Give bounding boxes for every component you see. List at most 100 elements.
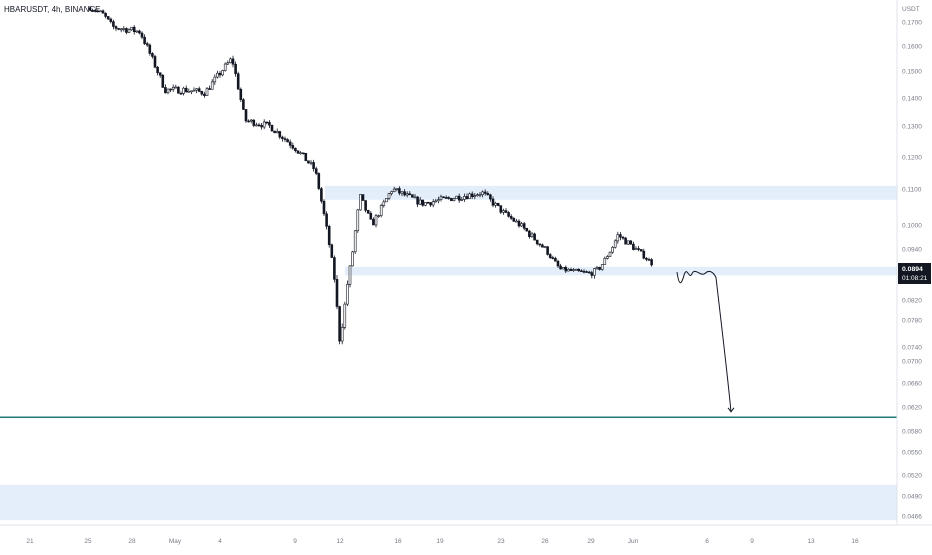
candle-body [252, 119, 256, 126]
candle-body [629, 240, 633, 245]
candle-body [325, 213, 328, 227]
candle-body [268, 121, 271, 126]
time-tick-label: 12 [336, 538, 344, 545]
candle-body [281, 136, 284, 139]
zone-0 [325, 185, 897, 200]
candle-body [455, 195, 458, 199]
candle-body [109, 18, 113, 22]
candle-body [286, 139, 289, 143]
candle-body [283, 138, 287, 140]
candle-body [182, 87, 185, 94]
candle-body [645, 257, 648, 260]
candle-body [99, 10, 102, 13]
candle-body [548, 254, 552, 258]
candle-body [255, 124, 258, 127]
price-tick-label: 0.0520 [902, 473, 922, 480]
candle-body [572, 269, 575, 271]
candle-body [530, 233, 534, 238]
candle-body [369, 212, 373, 220]
candle-body [515, 220, 518, 223]
candle-body [621, 236, 625, 239]
candle-body [398, 188, 401, 194]
candle-body [470, 193, 474, 197]
time-tick-label: 26 [541, 538, 549, 545]
candle-body [112, 21, 115, 27]
candle-body [91, 9, 94, 12]
candle-body [346, 284, 349, 305]
candle-body [314, 168, 318, 174]
price-tick-label: 0.0820 [902, 298, 922, 305]
candle-body [359, 194, 362, 211]
price-tick-label: 0.1200 [902, 155, 922, 162]
candle-body [216, 72, 219, 78]
candle-body [418, 199, 422, 205]
candle-body [647, 259, 651, 261]
candle-body [507, 212, 510, 217]
candle-body [556, 260, 560, 267]
candle-body [317, 173, 321, 189]
candle-body [411, 194, 414, 198]
zone-1 [345, 266, 897, 276]
candle-body [639, 249, 643, 252]
time-tick-label: 21 [26, 538, 34, 545]
candle-body [533, 233, 536, 241]
time-tick-label: 9 [750, 538, 754, 545]
candle-body [429, 202, 432, 206]
price-tick-label: 0.1000 [902, 223, 922, 230]
candle-body [101, 10, 105, 14]
candle-body [309, 162, 313, 164]
candle-body [205, 88, 209, 96]
candle-body [600, 264, 604, 270]
time-tick-label: 28 [128, 538, 136, 545]
candle-body [119, 28, 123, 31]
candle-body [366, 210, 370, 214]
candle-body [561, 267, 565, 270]
candle-body [132, 26, 136, 33]
time-tick-label: 29 [587, 538, 595, 545]
candle-body [613, 240, 617, 248]
candle-body [379, 205, 383, 216]
countdown-label: 01:08:21 [902, 275, 928, 282]
candle-body [499, 205, 503, 213]
candle-body [96, 10, 100, 13]
candle-body [312, 162, 315, 169]
candle-body [93, 10, 97, 12]
candle-body [593, 268, 596, 276]
candle-body [106, 16, 110, 20]
price-tick-label: 0.0550 [902, 450, 922, 457]
candle-body [442, 196, 445, 199]
price-tick-label: 0.1600 [902, 44, 922, 51]
candle-body [465, 196, 469, 200]
candle-body [242, 99, 245, 110]
candle-body [385, 198, 388, 203]
candle-body [421, 199, 425, 206]
price-tick-label: 0.0940 [902, 247, 922, 254]
candle-body [288, 141, 292, 146]
time-tick-label: 25 [84, 538, 92, 545]
candle-body [122, 28, 126, 30]
candle-body [608, 251, 612, 257]
price-tick-label: 0.1700 [902, 20, 922, 27]
candle-body [351, 251, 354, 267]
projection-arrowhead [727, 407, 735, 413]
candle-body [343, 303, 347, 328]
candle-body [590, 272, 594, 276]
candle-body [541, 244, 544, 248]
candle-body [424, 202, 427, 206]
price-axis-currency: USDT [902, 6, 920, 13]
candle-body [213, 76, 217, 83]
candle-body [372, 218, 375, 226]
candle-body [156, 66, 159, 74]
candle-body [509, 216, 513, 219]
zone-2 [0, 484, 897, 521]
candle-body [117, 28, 120, 30]
zones-layer [0, 185, 897, 521]
candle-body [262, 121, 266, 128]
current-price-label: 0.0894 [902, 266, 923, 273]
candle-body [364, 200, 367, 211]
price-tick-label: 0.1300 [902, 124, 922, 131]
candles-layer [88, 5, 653, 345]
candle-body [538, 243, 542, 246]
